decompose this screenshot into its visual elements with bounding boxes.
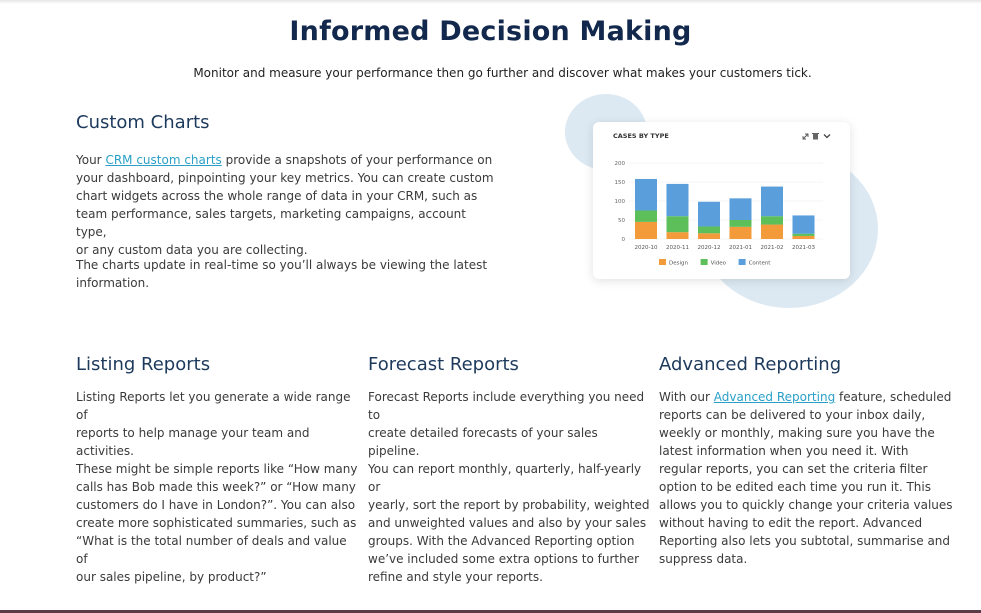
bar-segment-video (792, 233, 815, 236)
listing-line: These might be simple reports like “How … (76, 462, 358, 476)
bar-segment-video (729, 220, 752, 227)
custom-charts-line-1: Your CRM custom charts provide a snapsho… (76, 151, 496, 169)
forecast-line: and unweighted values and also by your s… (368, 516, 647, 530)
advanced-line: regular reports, you can set the criteri… (659, 462, 928, 476)
expand-icon[interactable] (802, 133, 809, 140)
legend-label: Content (749, 261, 772, 267)
advanced-line-1: With our Advanced Reporting feature, sch… (659, 388, 959, 406)
advanced-reporting-heading: Advanced Reporting (659, 354, 842, 375)
forecast-reports-heading: Forecast Reports (368, 354, 519, 375)
y-tick-label: 200 (615, 161, 626, 167)
page-subtitle: Monitor and measure your performance the… (193, 66, 812, 80)
custom-charts-p2-line-1: The charts update in real-time so you’ll… (76, 258, 488, 272)
page-title: Informed Decision Making (289, 16, 692, 47)
top-edge-shadow (0, 0, 981, 4)
trash-icon[interactable] (812, 133, 819, 140)
text-fragment: feature, scheduled (835, 390, 952, 404)
y-tick-label: 100 (615, 199, 626, 205)
chart-title: CASES BY TYPE (613, 132, 669, 140)
forecast-line: refine and style your reports. (368, 570, 543, 584)
advanced-line: reports can be delivered to your inbox d… (659, 408, 926, 422)
chevron-down-icon[interactable] (823, 134, 831, 139)
bar-segment-video (635, 210, 657, 222)
custom-charts-paragraph-1: Your CRM custom charts provide a snapsho… (76, 151, 496, 259)
bar-segment-content (698, 201, 720, 227)
bar-segment-design (698, 233, 720, 239)
legend-label: Video (711, 261, 727, 267)
text-fragment: provide a snapshots of your performance … (221, 153, 493, 167)
bar-segment-design (792, 235, 815, 239)
y-tick-label: 150 (615, 180, 626, 186)
advanced-line: option to be edited each time you run it… (659, 480, 931, 494)
listing-line: our sales pipeline, by product?” (76, 570, 267, 584)
cases-by-type-chart-card: CASES BY TYPE 200 150 100 50 0 2020-10 2020-1… (593, 122, 850, 279)
advanced-line: latest information when you need it. Wit… (659, 444, 909, 458)
forecast-line: groups. With the Advanced Reporting opti… (368, 534, 635, 548)
bar-segment-design (666, 232, 689, 239)
bar-segment-design (729, 226, 752, 239)
listing-line: customers do I have in London?”. You can… (76, 498, 356, 512)
bar-segment-video (761, 216, 783, 225)
listing-reports-paragraph: Listing Reports let you generate a wide … (76, 388, 361, 586)
crm-custom-charts-link[interactable]: CRM custom charts (105, 153, 222, 167)
y-tick-label: 50 (618, 218, 625, 224)
bar-segment-design (635, 221, 657, 239)
custom-charts-line-3: chart widgets across the whole range of … (76, 189, 478, 203)
custom-charts-heading: Custom Charts (76, 112, 210, 133)
x-tick-label: 2020-11 (666, 245, 689, 251)
bar-segment-design (761, 224, 783, 239)
x-tick-label: 2021-03 (792, 245, 815, 251)
legend-swatch (659, 259, 666, 265)
custom-charts-p2-line-2: information. (76, 276, 150, 290)
forecast-line: create detailed forecasts of your sales … (368, 426, 598, 458)
bar-segment-content (792, 215, 815, 234)
listing-line: Listing Reports let you generate a wide … (76, 390, 351, 422)
advanced-reporting-link[interactable]: Advanced Reporting (713, 390, 836, 404)
x-tick-label: 2020-12 (698, 245, 721, 251)
x-tick-label: 2021-01 (729, 245, 752, 251)
legend-label: Design (669, 261, 689, 267)
bar-segment-content (761, 186, 783, 217)
listing-line: create more sophisticated summaries, suc… (76, 516, 357, 530)
bar-segment-video (666, 216, 689, 233)
legend-swatch (700, 259, 708, 265)
custom-charts-line-4: team performance, sales targets, marketi… (76, 207, 466, 239)
listing-line: calls has Bob made this week?” or “How m… (76, 480, 356, 494)
legend-swatch (738, 259, 746, 265)
forecast-line: yearly, sort the report by probability, … (368, 498, 650, 512)
x-tick-label: 2020-10 (635, 245, 658, 251)
custom-charts-line-5: or any custom data you are collecting. (76, 243, 308, 257)
custom-charts-paragraph-2: The charts update in real-time so you’ll… (76, 256, 496, 292)
forecast-line: You can report monthly, quarterly, half-… (368, 462, 642, 494)
x-tick-label: 2021-02 (761, 245, 784, 251)
listing-reports-heading: Listing Reports (76, 354, 211, 375)
bar-segment-content (666, 183, 689, 217)
advanced-reporting-paragraph: With our Advanced Reporting feature, sch… (659, 388, 959, 568)
bottom-edge-bar (0, 610, 981, 613)
advanced-line: without having to edit the report. Advan… (659, 516, 923, 530)
forecast-reports-paragraph: Forecast Reports include everything you … (368, 388, 653, 586)
listing-line: reports to help manage your team and act… (76, 426, 310, 458)
y-tick-label: 0 (622, 237, 626, 243)
bar-segment-video (698, 226, 720, 234)
advanced-line: weekly or monthly, making sure you have … (659, 426, 935, 440)
listing-line: “What is the total number of deals and v… (76, 534, 347, 566)
text-fragment: With our (659, 390, 714, 404)
custom-charts-line-2: your dashboard, pinpointing your key met… (76, 171, 494, 185)
forecast-line: Forecast Reports include everything you … (368, 390, 645, 422)
bar-segment-content (635, 178, 657, 211)
bar-segment-content (729, 198, 752, 220)
advanced-line: allows you to quickly change your criter… (659, 498, 953, 512)
advanced-line: suppress data. (659, 552, 748, 566)
forecast-line: we’ve included some extra options to fur… (368, 552, 640, 566)
text-fragment: Your (76, 153, 106, 167)
advanced-line: Reporting also lets you subtotal, summar… (659, 534, 951, 548)
cases-by-type-chart: CASES BY TYPE 200 150 100 50 0 2020-10 2020-1… (613, 132, 831, 267)
